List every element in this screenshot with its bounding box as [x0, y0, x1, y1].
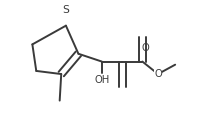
- Text: S: S: [62, 5, 69, 15]
- Text: OH: OH: [94, 75, 109, 85]
- Text: O: O: [141, 43, 149, 53]
- Text: O: O: [154, 69, 162, 79]
